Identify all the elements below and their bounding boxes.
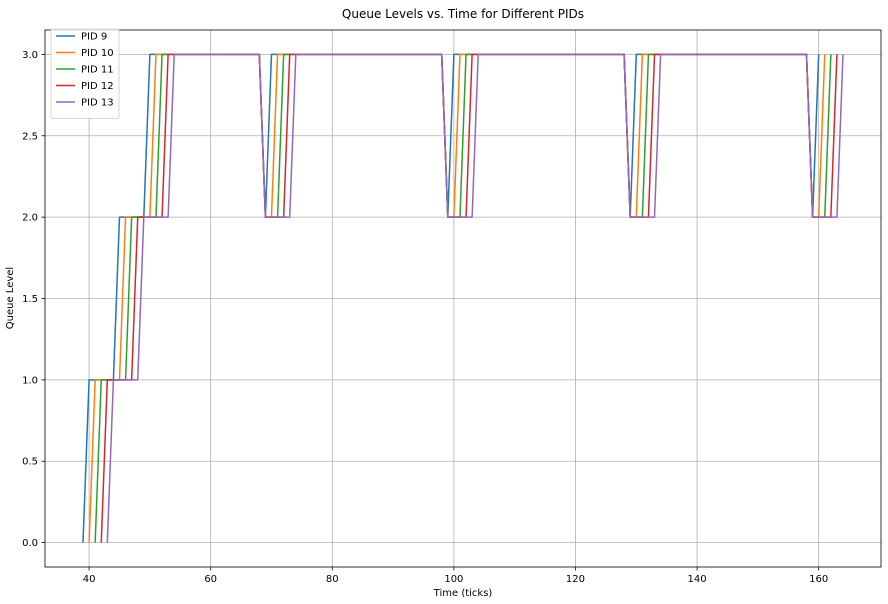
legend-label: PID 10 <box>81 48 114 59</box>
series-line-pid-13 <box>106 53 844 543</box>
y-tick-label: 3.0 <box>22 50 38 61</box>
y-tick-label: 1.5 <box>22 294 38 305</box>
grid-lines <box>45 30 881 567</box>
legend-box <box>50 28 120 119</box>
x-axis-ticks: 40 60 80 100 120 140 160 <box>83 567 828 585</box>
x-tick-label: 160 <box>809 574 828 585</box>
legend: PID 9 PID 10 PID 11 PID 12 PID 13 <box>50 28 120 119</box>
y-axis-ticks: 0.0 0.5 1.0 1.5 2.0 2.5 3.0 <box>22 50 45 549</box>
legend-label: PID 9 <box>81 32 107 43</box>
x-axis-label: Time (ticks) <box>433 588 493 599</box>
y-tick-label: 0.5 <box>22 457 38 468</box>
x-tick-label: 60 <box>204 574 217 585</box>
x-tick-label: 100 <box>444 574 463 585</box>
legend-label: PID 13 <box>81 98 114 109</box>
y-tick-label: 0.0 <box>22 538 38 549</box>
y-tick-label: 2.0 <box>22 213 38 224</box>
legend-label: PID 12 <box>81 81 114 92</box>
chart-title: Queue Levels vs. Time for Different PIDs <box>342 7 584 21</box>
series-group <box>82 53 844 543</box>
x-tick-label: 120 <box>566 574 585 585</box>
y-tick-label: 1.0 <box>22 375 38 386</box>
x-tick-label: 40 <box>83 574 96 585</box>
x-tick-label: 140 <box>688 574 707 585</box>
x-tick-label: 80 <box>326 574 339 585</box>
legend-label: PID 11 <box>81 65 114 76</box>
y-tick-label: 2.5 <box>22 131 38 142</box>
y-axis-label: Queue Level <box>5 267 16 329</box>
